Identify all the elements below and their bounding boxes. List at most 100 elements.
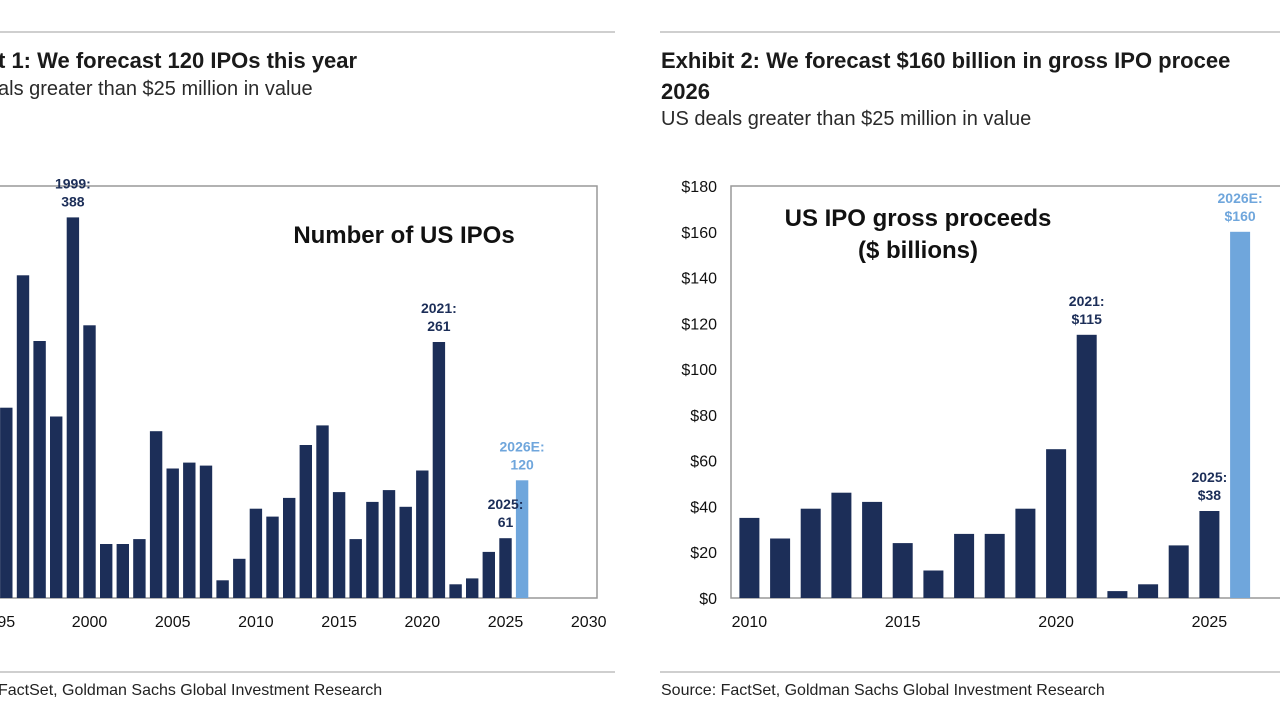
exhibit2-source: Source: FactSet, Goldman Sachs Global In… — [661, 682, 1105, 699]
chart1-bar-2017 — [366, 501, 379, 598]
chart2-bar-2017 — [954, 533, 975, 598]
chart1-xtick-2015: 2015 — [321, 614, 357, 631]
chart1-xtick-2005: 2005 — [155, 614, 191, 631]
chart1-bar-2021 — [432, 342, 446, 598]
chart2-marks: 2010 2015 2020 2025 $0 $20 $40 $60 $80 $100 $120 $1… — [681, 179, 1262, 631]
chart1-bar-2013 — [299, 445, 312, 598]
chart2-bar-2022 — [1107, 591, 1128, 598]
chart1-marks: 95 2000 2005 2010 2015 2020 2025 2030 1999: 388 20… — [0, 175, 607, 631]
chart1-label-1999-year: 1999: — [55, 175, 91, 191]
chart2-label-2021-year: 2021: — [1069, 293, 1105, 309]
chart1-bar-2001 — [100, 544, 113, 598]
chart2-bar-2012 — [800, 508, 821, 598]
chart2-label-2026-year: 2026E: — [1218, 190, 1263, 206]
chart1-bar-2020 — [416, 470, 429, 598]
chart1-label-1999-value: 388 — [61, 193, 85, 209]
chart1-bar-2015 — [332, 492, 346, 598]
chart1-bar-2002 — [116, 544, 129, 598]
chart2-label-2025-value: $38 — [1198, 487, 1222, 503]
exhibit2-subtitle: US deals greater than $25 million in val… — [661, 108, 1032, 130]
chart1-bar-2009 — [233, 558, 246, 598]
chart1-bar-2004 — [149, 431, 163, 598]
chart1-xtick-2020: 2020 — [405, 614, 441, 631]
chart2-xtick-2010: 2010 — [732, 614, 768, 631]
chart1-bar-2024 — [482, 551, 495, 598]
chart1-bar-2023 — [466, 578, 479, 598]
chart2-label-2021-value: $115 — [1072, 311, 1103, 327]
chart1-bar-1998 — [50, 416, 63, 598]
chart1-bar-2014 — [316, 425, 329, 598]
panel1-top-rule — [0, 31, 615, 33]
chart1-bar-2000 — [83, 325, 96, 598]
chart2-ytick-60: $60 — [690, 454, 717, 471]
chart2-bar-2020 — [1046, 449, 1067, 598]
chart2-bar-2021 — [1076, 334, 1097, 598]
chart1-bar-2026 — [515, 480, 529, 598]
chart1-label-2021-value: 261 — [427, 318, 451, 334]
chart1-bar-2005 — [166, 468, 179, 598]
panel1-bottom-rule — [0, 671, 615, 673]
chart2-frame — [730, 185, 1280, 599]
exhibit2-title-line1: Exhibit 2: We forecast $160 billion in g… — [661, 48, 1231, 73]
chart2-bar-2023 — [1138, 584, 1159, 598]
chart2-ytick-180: $180 — [681, 179, 717, 196]
chart2-ytick-20: $20 — [690, 545, 717, 562]
chart2-ytick-120: $120 — [681, 316, 717, 333]
chart1-bar-2003 — [133, 539, 146, 598]
exhibit2-title-line2: 2026 — [661, 79, 710, 104]
chart2-bar-2016 — [923, 570, 944, 598]
chart1-bar-2010 — [249, 508, 263, 598]
chart1-label-2025-year: 2025: — [488, 496, 524, 512]
chart2-bar-2015 — [892, 543, 913, 598]
chart1-bar-2018 — [382, 490, 396, 598]
chart2-bar-2014 — [862, 501, 883, 598]
chart2-xtick-2020: 2020 — [1038, 614, 1074, 631]
chart1-xtick-2025: 2025 — [488, 614, 524, 631]
chart2-bar-2026 — [1230, 231, 1251, 599]
chart1-title: Number of US IPOs — [293, 222, 514, 249]
chart1-bar-2022 — [449, 584, 462, 598]
chart2-title-line2: ($ billions) — [858, 237, 978, 264]
chart2-label-2026-value: $160 — [1225, 208, 1256, 224]
chart1-bar-1996 — [16, 275, 30, 598]
chart2-bar-2019 — [1015, 508, 1036, 598]
exhibit1-source: FactSet, Goldman Sachs Global Investment… — [0, 682, 383, 699]
chart1-bar-2011 — [266, 516, 279, 598]
chart1-bar-2012 — [283, 497, 296, 598]
chart1-xtick-2030: 2030 — [571, 614, 607, 631]
chart2-bar-2013 — [831, 492, 852, 598]
chart2-ytick-0: $0 — [699, 591, 717, 608]
chart2-ytick-80: $80 — [690, 408, 717, 425]
chart1-bar-2008 — [216, 580, 229, 598]
chart2-bar-2025 — [1199, 511, 1220, 598]
chart2-label-2025-year: 2025: — [1191, 469, 1227, 485]
chart1-xtick-1995: 95 — [0, 614, 15, 631]
chart2-bar-2018 — [984, 533, 1005, 598]
chart1-bar-1997 — [33, 341, 46, 598]
chart2-ytick-140: $140 — [681, 271, 717, 288]
chart1-label-2026-value: 120 — [510, 456, 534, 472]
chart1-bar-2025 — [499, 538, 512, 598]
chart1-label-2026-year: 2026E: — [500, 438, 545, 454]
chart1-xtick-2010: 2010 — [238, 614, 274, 631]
panel2-top-rule — [660, 31, 1280, 33]
chart2-bar-2024 — [1168, 545, 1189, 598]
chart1-bar-2019 — [399, 506, 412, 598]
chart1-label-2021-year: 2021: — [421, 300, 457, 316]
chart2-ytick-160: $160 — [681, 225, 717, 242]
chart1-bar-1995 — [0, 407, 13, 598]
chart2-xtick-2025: 2025 — [1192, 614, 1228, 631]
chart1-bar-2006 — [183, 462, 196, 598]
chart2-xtick-2015: 2015 — [885, 614, 921, 631]
panel2-bottom-rule — [660, 671, 1280, 673]
chart1-xtick-2000: 2000 — [72, 614, 108, 631]
chart1-bar-2016 — [349, 539, 362, 598]
chart2-bar-2011 — [770, 538, 791, 598]
chart1-bar-1999 — [66, 217, 80, 598]
chart2-ytick-40: $40 — [690, 499, 717, 516]
chart1-bar-2007 — [199, 465, 213, 598]
chart2-ytick-100: $100 — [681, 362, 717, 379]
chart1-frame — [0, 185, 598, 599]
exhibit1-subtitle: als greater than $25 million in value — [0, 78, 313, 100]
